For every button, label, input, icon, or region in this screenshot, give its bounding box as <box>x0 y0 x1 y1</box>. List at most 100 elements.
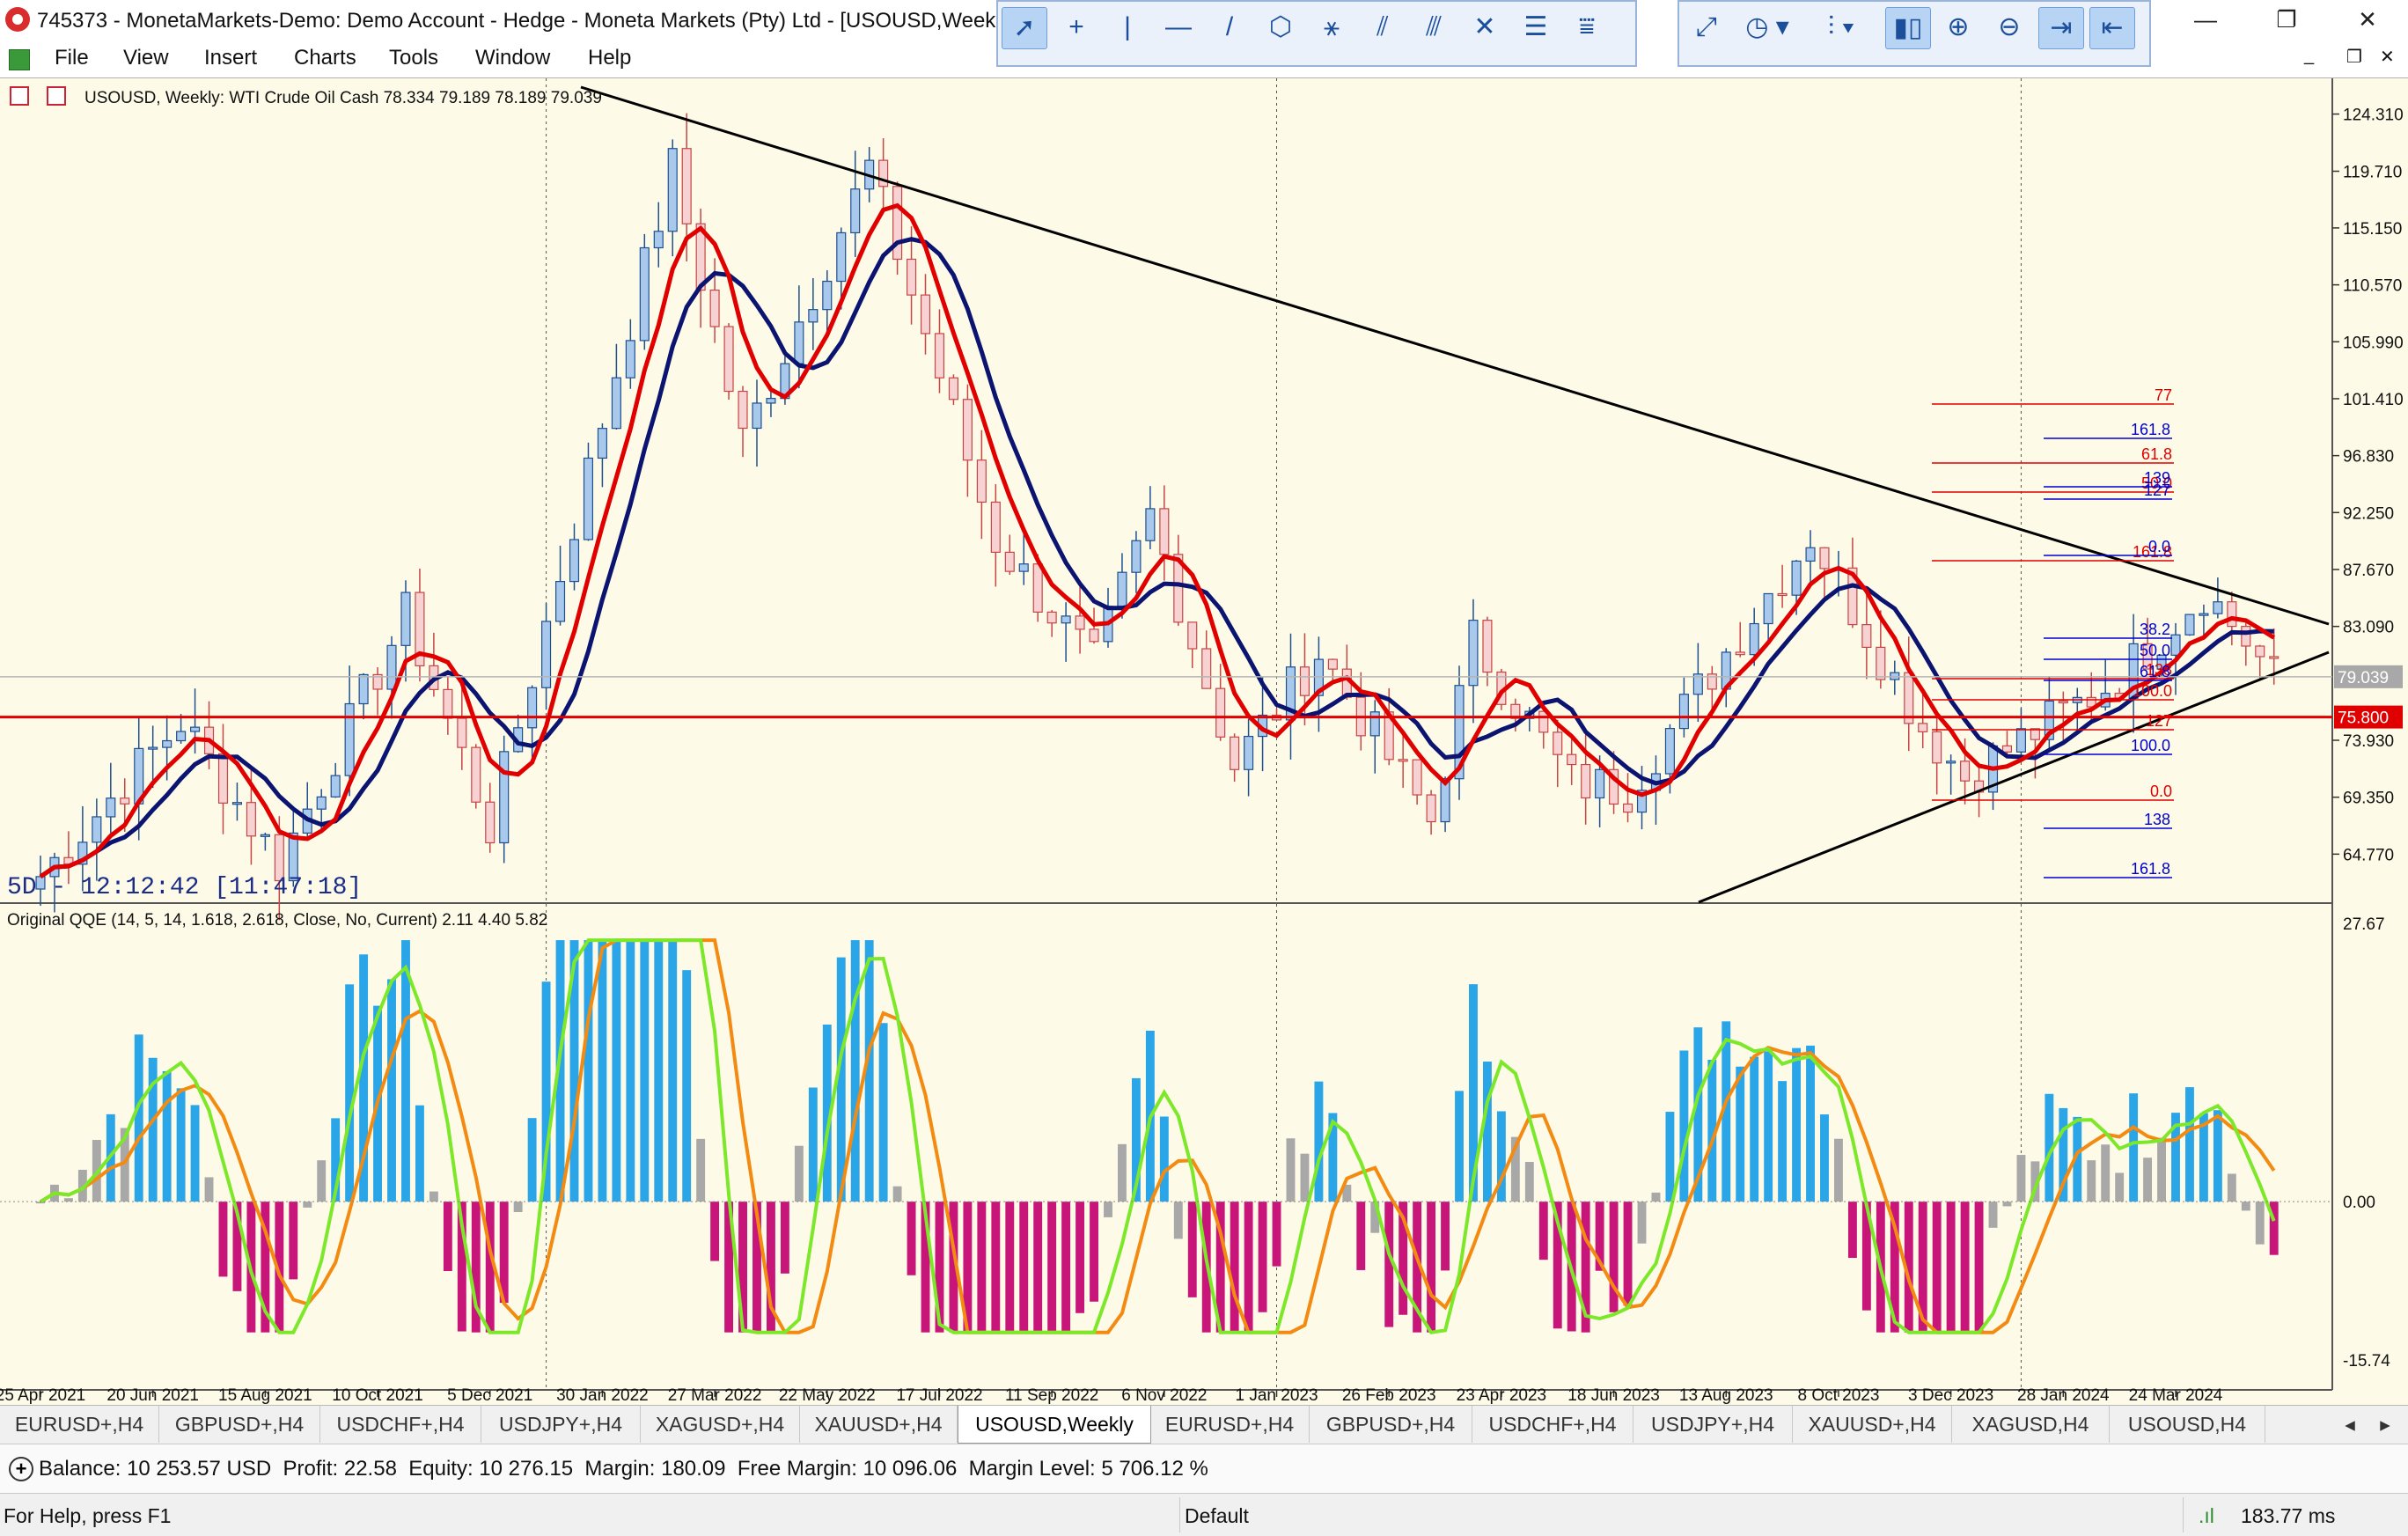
qqe-histogram-bar <box>555 940 565 1202</box>
tab-xauusd-h4-2[interactable]: XAUUSD+,H4 <box>1793 1406 1952 1443</box>
date-axis-label-3: 10 Oct 2021 <box>332 1386 423 1405</box>
parallel-lines-icon[interactable]: ⫻ <box>1426 12 1442 41</box>
candle-body <box>639 246 650 342</box>
candle-body <box>1636 790 1648 813</box>
chart-window[interactable]: 161.8 138 127 0.0 50.0 61.8 77 100.0 161.8 139 127… <box>0 77 2408 1406</box>
fibo-levels-icon[interactable]: ☰ <box>1523 12 1548 41</box>
mdi-close-button[interactable]: ✕ <box>2380 48 2395 67</box>
tab-eurusd-h4-1[interactable]: EURUSD+,H4 <box>0 1406 159 1443</box>
tab-usdjpy-h4-2[interactable]: USDJPY+,H4 <box>1633 1406 1793 1443</box>
tab-xagusd-h4-2[interactable]: XAGUSD,H4 <box>1952 1406 2110 1443</box>
candle-body <box>148 746 158 750</box>
candle-body <box>1004 551 1015 572</box>
fibo-fan-icon[interactable]: ⩸ <box>1578 12 1596 41</box>
tab-usousd-weekly[interactable]: USOUSD,Weekly <box>958 1406 1151 1444</box>
cursor-icon[interactable]: ➚ <box>1002 7 1047 49</box>
tab-scroll-left-icon[interactable]: ◂ <box>2345 1413 2355 1436</box>
fib-blue-label-5: 50.0 <box>2140 642 2170 659</box>
expand-account-icon[interactable]: + <box>9 1457 33 1481</box>
menu-tools[interactable]: Tools <box>389 46 439 70</box>
qqe-histogram-bar <box>766 1202 775 1333</box>
crosshair-icon[interactable]: + <box>1068 12 1084 41</box>
price-chart[interactable]: 161.81381270.050.061.877100.0161.8139127… <box>0 78 2408 1406</box>
maximize-button[interactable]: ❐ <box>2276 6 2297 33</box>
qqe-histogram-bar <box>696 1138 706 1202</box>
zoom-out-icon[interactable]: ⊖ <box>1998 12 2021 41</box>
candle-body <box>2199 613 2209 616</box>
tab-usdchf-h4-2[interactable]: USDCHF+,H4 <box>1472 1406 1633 1443</box>
candle-body <box>738 390 748 430</box>
autoscroll-icon[interactable]: ⇥ <box>2038 7 2084 49</box>
qqe-histogram-bar <box>1665 1112 1675 1202</box>
candle-body <box>1609 768 1619 805</box>
trendline-icon[interactable]: / <box>1225 12 1234 41</box>
menu-file[interactable]: File <box>55 46 89 70</box>
candle-body <box>653 231 664 249</box>
tab-gbpusd-h4-1[interactable]: GBPUSD+,H4 <box>159 1406 320 1443</box>
qqe-histogram-bar <box>963 1202 973 1333</box>
candle-body <box>2213 601 2223 614</box>
qqe-histogram-bar <box>710 1202 720 1261</box>
tab-scroll-right-icon[interactable]: ▸ <box>2380 1413 2390 1436</box>
shapes-icon[interactable]: ⬡ <box>1268 12 1293 41</box>
qqe-histogram-bar <box>1399 1202 1408 1315</box>
qqe-histogram-bar <box>457 1202 466 1332</box>
channel-icon[interactable]: ⫽ <box>1377 12 1389 41</box>
horizontal-line-icon[interactable]: — <box>1165 12 1192 41</box>
tab-usousd-h4[interactable]: USOUSD,H4 <box>2110 1406 2265 1443</box>
candle-body <box>274 834 284 882</box>
qqe-histogram-bar <box>1047 1202 1057 1333</box>
menu-help[interactable]: Help <box>588 46 632 70</box>
chart-shift-icon[interactable]: ⇤ <box>2089 7 2135 49</box>
date-axis-label-9: 11 Sep 2022 <box>1005 1386 1098 1405</box>
tab-eurusd-h4-2[interactable]: EURUSD+,H4 <box>1150 1406 1310 1443</box>
tab-usdjpy-h4-1[interactable]: USDJPY+,H4 <box>481 1406 641 1443</box>
qqe-histogram-bar <box>485 1202 495 1333</box>
menu-charts[interactable]: Charts <box>294 46 356 70</box>
fib-blue-label-4: 38.2 <box>2140 621 2170 638</box>
candle-body <box>1018 563 1029 572</box>
candle-body <box>1946 761 1956 764</box>
candles-icon[interactable]: ▮▯ <box>1885 7 1931 49</box>
candle-body <box>920 294 931 334</box>
candle-body <box>1777 592 1788 597</box>
chart-window-icon[interactable] <box>9 49 30 70</box>
indicators-icon[interactable]: ⫶ ▾ <box>1827 12 1855 41</box>
tab-usdchf-h4-1[interactable]: USDCHF+,H4 <box>320 1406 481 1443</box>
candle-body <box>1131 540 1142 573</box>
date-axis-label-10: 6 Nov 2022 <box>1121 1386 1207 1405</box>
expand-icon[interactable]: ⤢ <box>1696 12 1717 41</box>
qqe-histogram-bar <box>1524 1162 1534 1202</box>
fib-red-label-1: 138 <box>2146 661 2172 679</box>
date-axis-label-1: 20 Jun 2021 <box>106 1386 199 1405</box>
indicator-header: Original QQE (14, 5, 14, 1.618, 2.618, C… <box>7 911 547 930</box>
qqe-histogram-bar <box>2129 1093 2139 1202</box>
tab-gbpusd-h4-2[interactable]: GBPUSD+,H4 <box>1310 1406 1472 1443</box>
qqe-histogram-bar <box>303 1202 312 1208</box>
clock-icon[interactable]: ◷ ▾ <box>1745 12 1789 41</box>
gann-icon[interactable]: ✕ <box>1473 12 1496 41</box>
price-axis-label-12: 64.770 <box>2343 846 2394 864</box>
candle-body <box>1791 560 1802 596</box>
mdi-restore-button[interactable]: ❐ <box>2346 48 2362 67</box>
menu-insert[interactable]: Insert <box>204 46 258 70</box>
close-button[interactable]: ✕ <box>2358 6 2377 33</box>
minimize-button[interactable]: — <box>2194 6 2217 33</box>
vertical-line-icon[interactable]: | <box>1124 12 1131 41</box>
tab-xauusd-h4-1[interactable]: XAUUSD+,H4 <box>800 1406 958 1443</box>
candle-body <box>1412 759 1422 796</box>
fib-red-label-3: 0.0 <box>2150 783 2172 800</box>
candle-body <box>2044 700 2054 740</box>
zoom-in-icon[interactable]: ⊕ <box>1947 12 1970 41</box>
candle-body <box>2086 696 2096 708</box>
tab-xagusd-h4-1[interactable]: XAGUSD+,H4 <box>641 1406 800 1443</box>
mdi-minimize-button[interactable]: _ <box>2304 46 2315 65</box>
menu-view[interactable]: View <box>123 46 169 70</box>
candle-body <box>120 797 130 805</box>
ascending-trendline <box>1698 650 2330 904</box>
qqe-histogram-bar <box>2157 1137 2166 1202</box>
fibonacci-icon[interactable]: ⚹ <box>1324 12 1340 41</box>
qqe-histogram-bar <box>836 957 846 1202</box>
menu-window[interactable]: Window <box>475 46 551 70</box>
candle-body <box>176 731 187 742</box>
